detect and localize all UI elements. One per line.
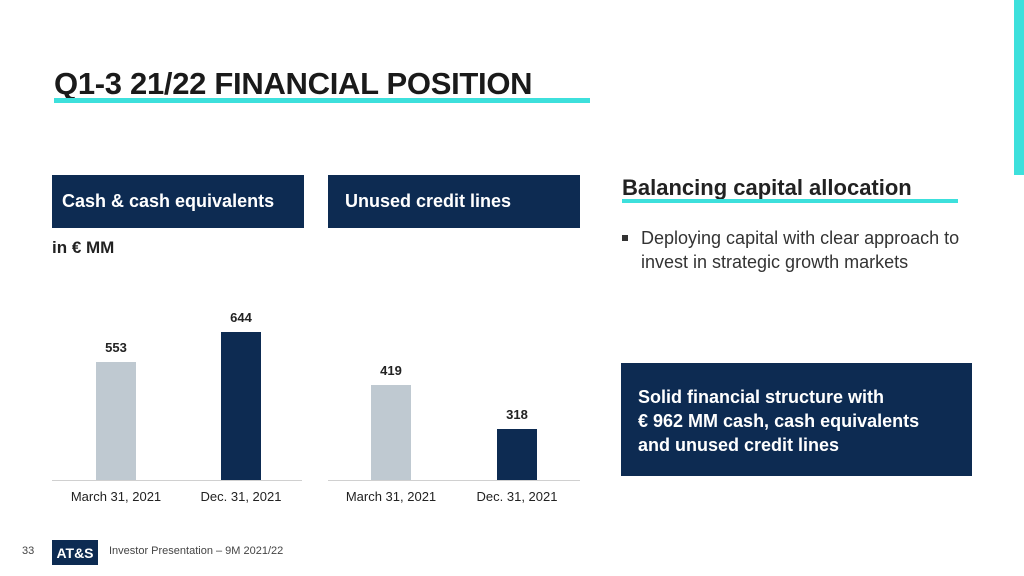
category-label: Dec. 31, 2021 (200, 489, 282, 504)
allocation-underline (622, 199, 958, 203)
bar (497, 428, 537, 480)
data-label: 318 (506, 406, 528, 422)
category-label: March 31, 2021 (345, 489, 437, 504)
bar (96, 361, 136, 480)
data-label: 553 (105, 339, 127, 355)
footer-text: Investor Presentation – 9M 2021/22 (109, 545, 284, 557)
page-title: Q1-3 21/22 FINANCIAL POSITION (54, 66, 533, 101)
unit-label: in € MM (52, 238, 115, 257)
accent-bar (1014, 0, 1024, 175)
chart-credit-axis (328, 480, 580, 481)
summary-box: Solid financial structure with € 962 MM … (621, 363, 972, 476)
bullet-text: Deploying capital with clear approach to… (641, 228, 960, 272)
bar (371, 384, 411, 480)
bullet-icon (622, 235, 628, 241)
chart-cash-axis (52, 480, 302, 481)
ats-logo: AT&S (52, 540, 98, 565)
data-label: 419 (380, 362, 402, 378)
category-label: March 31, 2021 (70, 489, 162, 504)
category-label: Dec. 31, 2021 (476, 489, 558, 504)
allocation-title: Balancing capital allocation (622, 175, 912, 200)
chart-header-credit: Unused credit lines (328, 175, 580, 228)
chart-header-cash: Cash & cash equivalents (52, 175, 304, 228)
data-label: 644 (230, 309, 252, 325)
bullet-item: Deploying capital with clear approach to… (622, 226, 982, 274)
page-number: 33 (22, 545, 35, 557)
bar (221, 331, 261, 480)
title-underline (54, 98, 590, 103)
